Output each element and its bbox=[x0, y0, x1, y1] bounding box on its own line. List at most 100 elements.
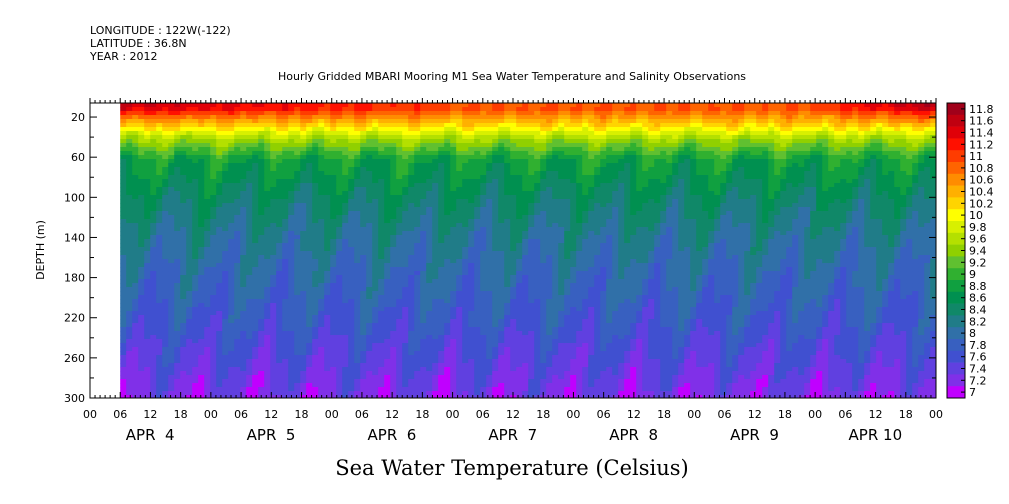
heatmap-cell bbox=[132, 143, 139, 148]
heatmap-cell bbox=[252, 147, 259, 152]
heatmap-cell bbox=[240, 267, 247, 272]
heatmap-cell bbox=[210, 259, 217, 264]
heatmap-cell bbox=[444, 179, 451, 184]
heatmap-cell bbox=[516, 223, 523, 228]
heatmap-cell bbox=[366, 311, 373, 316]
heatmap-cell bbox=[126, 131, 133, 136]
heatmap-cell bbox=[174, 151, 181, 156]
heatmap-cell bbox=[462, 107, 469, 112]
heatmap-cell bbox=[168, 123, 175, 128]
heatmap-cell bbox=[330, 283, 337, 288]
heatmap-cell bbox=[408, 251, 415, 256]
heatmap-cell bbox=[318, 355, 325, 360]
heatmap-cell bbox=[198, 187, 205, 192]
heatmap-cell bbox=[150, 327, 157, 332]
heatmap-cell bbox=[138, 171, 145, 176]
heatmap-cell bbox=[420, 231, 427, 236]
heatmap-cell bbox=[180, 203, 187, 208]
heatmap-cell bbox=[486, 351, 493, 356]
heatmap-cell bbox=[372, 315, 379, 320]
heatmap-cell bbox=[312, 319, 319, 324]
heatmap-cell bbox=[204, 167, 211, 172]
heatmap-cell bbox=[288, 247, 295, 252]
heatmap-cell bbox=[390, 143, 397, 148]
heatmap-cell bbox=[204, 263, 211, 268]
heatmap-cell bbox=[270, 207, 277, 212]
heatmap-cell bbox=[486, 171, 493, 176]
heatmap-cell bbox=[360, 359, 367, 364]
heatmap-cell bbox=[240, 323, 247, 328]
heatmap-cell bbox=[300, 179, 307, 184]
heatmap-cell bbox=[264, 363, 271, 368]
heatmap-cell bbox=[306, 227, 313, 232]
heatmap-cell bbox=[414, 135, 421, 140]
heatmap-cell bbox=[462, 111, 469, 116]
heatmap-cell bbox=[180, 343, 187, 348]
heatmap-cell bbox=[390, 339, 397, 344]
heatmap-cell bbox=[138, 303, 145, 308]
heatmap-cell bbox=[360, 123, 367, 128]
heatmap-cell bbox=[348, 215, 355, 220]
heatmap-cell bbox=[120, 219, 127, 224]
heatmap-cell bbox=[138, 239, 145, 244]
heatmap-cell bbox=[192, 191, 199, 196]
heatmap-cell bbox=[330, 259, 337, 264]
heatmap-cell bbox=[486, 167, 493, 172]
heatmap-cell bbox=[144, 271, 151, 276]
heatmap-cell bbox=[438, 327, 445, 332]
heatmap-cell bbox=[474, 347, 481, 352]
heatmap-cell bbox=[438, 195, 445, 200]
heatmap-cell bbox=[444, 183, 451, 188]
heatmap-cell bbox=[354, 143, 361, 148]
heatmap-cell bbox=[438, 303, 445, 308]
heatmap-cell bbox=[414, 279, 421, 284]
heatmap-cell bbox=[240, 287, 247, 292]
heatmap-cell bbox=[138, 147, 145, 152]
heatmap-cell bbox=[372, 259, 379, 264]
heatmap-cell bbox=[384, 103, 391, 108]
heatmap-cell bbox=[234, 215, 241, 220]
heatmap-cell bbox=[474, 231, 481, 236]
heatmap-cell bbox=[288, 323, 295, 328]
heatmap-cell bbox=[294, 139, 301, 144]
heatmap-cell bbox=[336, 131, 343, 136]
heatmap-cell bbox=[276, 287, 283, 292]
heatmap-cell bbox=[450, 219, 457, 224]
heatmap-cell bbox=[300, 383, 307, 388]
heatmap-cell bbox=[138, 275, 145, 280]
heatmap-cell bbox=[510, 271, 517, 276]
heatmap-cell bbox=[450, 287, 457, 292]
heatmap-cell bbox=[234, 271, 241, 276]
heatmap-cell bbox=[174, 371, 181, 376]
heatmap-cell bbox=[366, 227, 373, 232]
heatmap-cell bbox=[504, 363, 511, 368]
heatmap-cell bbox=[318, 359, 325, 364]
heatmap-cell bbox=[282, 363, 289, 368]
heatmap-cell bbox=[402, 139, 409, 144]
heatmap-cell bbox=[516, 219, 523, 224]
heatmap-cell bbox=[510, 167, 517, 172]
heatmap-cell bbox=[168, 371, 175, 376]
heatmap-cell bbox=[204, 283, 211, 288]
heatmap-cell bbox=[330, 207, 337, 212]
heatmap-cell bbox=[456, 187, 463, 192]
heatmap-cell bbox=[144, 191, 151, 196]
heatmap-cell bbox=[456, 143, 463, 148]
heatmap-cell bbox=[390, 219, 397, 224]
heatmap-cell bbox=[258, 299, 265, 304]
heatmap-cell bbox=[402, 299, 409, 304]
heatmap-cell bbox=[426, 199, 433, 204]
heatmap-cell bbox=[288, 359, 295, 364]
heatmap-cell bbox=[420, 259, 427, 264]
heatmap-cell bbox=[414, 363, 421, 368]
heatmap-cell bbox=[318, 371, 325, 376]
heatmap-cell bbox=[456, 311, 463, 316]
heatmap-cell bbox=[444, 123, 451, 128]
heatmap-cell bbox=[516, 175, 523, 180]
heatmap-cell bbox=[354, 359, 361, 364]
heatmap-cell bbox=[198, 195, 205, 200]
heatmap-cell bbox=[348, 171, 355, 176]
heatmap-cell bbox=[216, 175, 223, 180]
heatmap-cell bbox=[174, 259, 181, 264]
heatmap-cell bbox=[378, 295, 385, 300]
